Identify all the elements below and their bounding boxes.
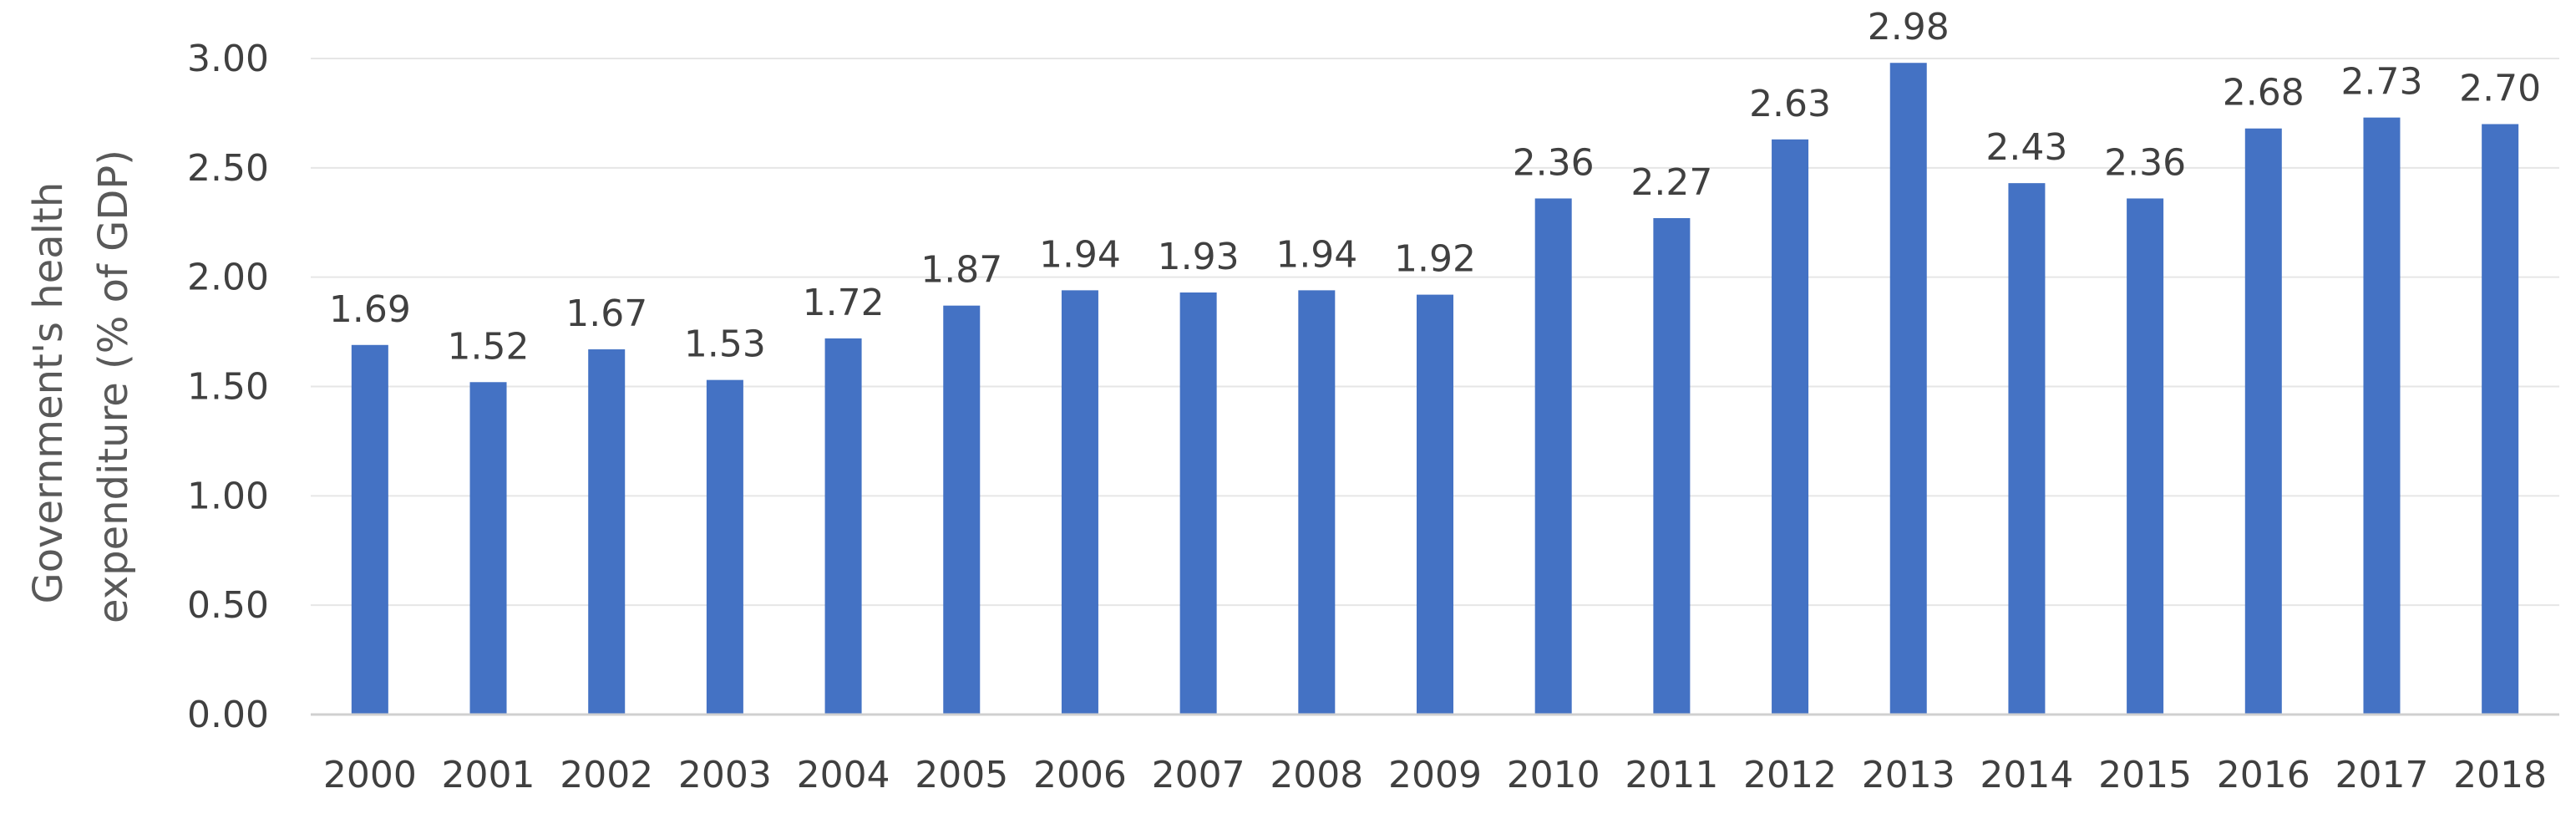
x-tick-label: 2013	[1862, 754, 1955, 796]
data-label: 1.53	[684, 323, 766, 366]
bar-2003	[706, 379, 743, 715]
y-axis-title-line-2: expenditure (% of GDP)	[90, 150, 137, 623]
data-label: 1.72	[803, 282, 885, 324]
y-tick-label: 2.00	[187, 257, 269, 299]
data-label: 2.70	[2459, 68, 2541, 110]
y-axis-tick-labels: 0.00 0.50 1.00 1.50 2.00 2.50 3.00	[187, 38, 269, 736]
data-label: 2.68	[2223, 72, 2305, 114]
data-label: 2.98	[1868, 6, 1950, 48]
data-labels: 1.69 1.52 1.67 1.53 1.72 1.87 1.94 1.93 1.94 1.92…	[329, 6, 2541, 368]
y-axis-title-line-1: Government's health	[25, 182, 72, 604]
y-axis-title: Government's health expenditure (% of GD…	[25, 150, 137, 623]
x-tick-label: 2008	[1270, 754, 1363, 796]
x-tick-label: 2015	[2098, 754, 2192, 796]
bar-2015	[2127, 198, 2164, 715]
bar-2011	[1653, 218, 1691, 715]
bars	[351, 63, 2519, 715]
data-label: 1.94	[1275, 233, 1357, 276]
bar-2004	[824, 338, 862, 715]
bar-2016	[2244, 128, 2282, 715]
x-tick-label: 2001	[442, 754, 535, 796]
y-tick-label: 0.50	[187, 584, 269, 627]
y-tick-label: 1.00	[187, 475, 269, 517]
x-tick-label: 2016	[2217, 754, 2310, 796]
data-label: 2.36	[1513, 141, 1595, 184]
bar-2014	[2008, 183, 2046, 715]
x-tick-label: 2002	[560, 754, 653, 796]
bar-2013	[1889, 63, 1927, 715]
bar-2001	[469, 382, 507, 715]
data-label: 2.27	[1630, 161, 1712, 204]
data-label: 1.87	[920, 249, 1002, 292]
x-tick-label: 2000	[323, 754, 417, 796]
bar-2005	[943, 305, 981, 715]
bar-2008	[1298, 290, 1336, 715]
bar-2009	[1417, 294, 1453, 715]
x-tick-label: 2004	[797, 754, 890, 796]
bar-2017	[2363, 117, 2401, 715]
bar-2006	[1061, 290, 1098, 715]
y-tick-label: 3.00	[187, 38, 269, 80]
data-label: 1.94	[1039, 233, 1121, 276]
x-tick-label: 2005	[915, 754, 1008, 796]
x-tick-label: 2014	[1980, 754, 2073, 796]
bar-2000	[351, 344, 388, 715]
x-tick-label: 2012	[1743, 754, 1837, 796]
x-tick-label: 2007	[1152, 754, 1245, 796]
bar-2010	[1534, 198, 1572, 715]
bar-2012	[1772, 139, 1809, 715]
data-label: 1.92	[1394, 238, 1476, 281]
x-tick-label: 2011	[1625, 754, 1718, 796]
x-tick-label: 2010	[1507, 754, 1600, 796]
data-label: 1.67	[565, 292, 647, 335]
data-label: 2.36	[2104, 141, 2186, 184]
data-label: 1.69	[329, 288, 411, 331]
x-tick-label: 2017	[2335, 754, 2428, 796]
data-label: 2.63	[1749, 83, 1831, 125]
x-tick-label: 2003	[678, 754, 772, 796]
x-axis-tick-labels: 2000 2001 2002 2003 2004 2005 2006 2007 2008 2009…	[323, 754, 2547, 796]
data-label: 2.73	[2340, 61, 2422, 104]
bar-2018	[2482, 124, 2519, 715]
bar-2002	[588, 349, 626, 715]
x-tick-label: 2018	[2453, 754, 2547, 796]
bar-2007	[1179, 292, 1217, 715]
x-tick-label: 2009	[1388, 754, 1482, 796]
data-label: 2.43	[1985, 126, 2067, 169]
x-tick-label: 2006	[1033, 754, 1127, 796]
data-label: 1.93	[1158, 236, 1240, 278]
y-tick-label: 2.50	[187, 147, 269, 190]
data-label: 1.52	[448, 325, 530, 368]
y-tick-label: 1.50	[187, 366, 269, 409]
y-tick-label: 0.00	[187, 694, 269, 736]
